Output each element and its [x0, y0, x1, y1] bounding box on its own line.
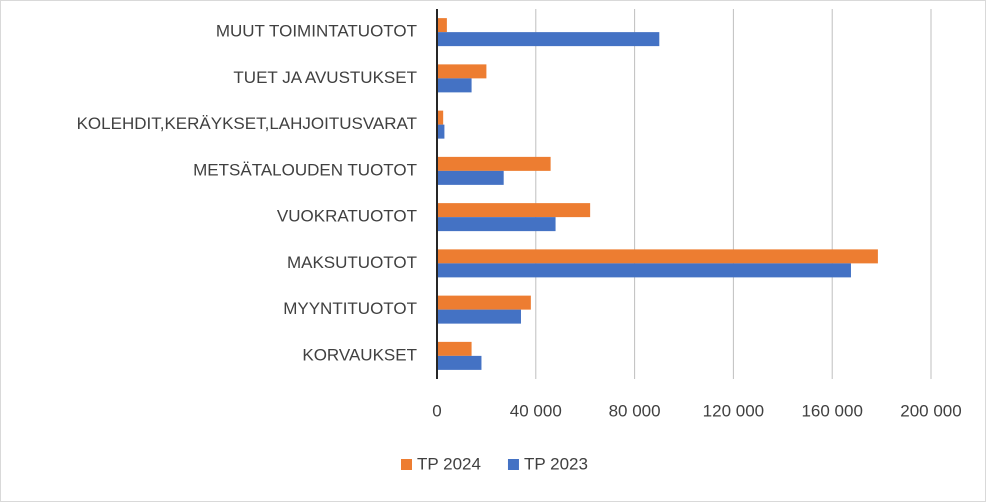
bar [437, 64, 487, 79]
bar [437, 32, 660, 47]
x-tick-label: 120 000 [703, 401, 764, 420]
legend-label: TP 2023 [524, 454, 588, 473]
x-tick-label: 200 000 [900, 401, 961, 420]
bar [437, 309, 521, 324]
y-tick-label: KORVAUKSET [302, 345, 417, 364]
bar [437, 203, 591, 218]
bar [437, 124, 445, 139]
bar [437, 156, 551, 171]
legend-swatch [401, 459, 412, 470]
y-tick-label: METSÄTALOUDEN TUOTOT [193, 160, 417, 179]
bar [437, 170, 504, 185]
x-tick-label: 80 000 [609, 401, 661, 420]
x-tick-label: 40 000 [510, 401, 562, 420]
y-tick-label: KOLEHDIT,KERÄYKSET,LAHJOITUSVARAT [77, 114, 417, 133]
bar [437, 110, 444, 125]
bar [437, 263, 851, 278]
x-tick-label: 160 000 [801, 401, 862, 420]
y-tick-label: MYYNTITUOTOT [283, 299, 417, 318]
y-tick-label: VUOKRATUOTOT [277, 207, 417, 226]
y-tick-label: MAKSUTUOTOT [287, 253, 417, 272]
y-tick-label: MUUT TOIMINTATUOTOT [216, 22, 417, 41]
bar [437, 341, 472, 356]
legend-swatch [507, 459, 519, 470]
x-tick-label: 0 [432, 401, 441, 420]
y-tick-label: TUET JA AVUSTUKSET [233, 68, 417, 87]
bar [437, 355, 482, 370]
bar [437, 295, 531, 310]
bar [437, 217, 556, 232]
legend-label: TP 2024 [417, 454, 481, 473]
bar [437, 249, 878, 264]
bar [437, 18, 447, 33]
bar [437, 78, 472, 93]
